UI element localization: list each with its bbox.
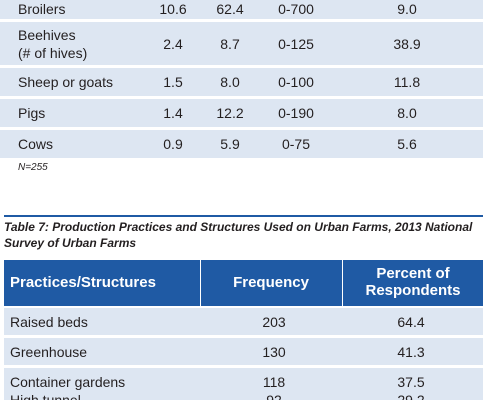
practice-label: Container gardens — [10, 374, 126, 390]
sd-value: 8.0 — [220, 74, 240, 90]
percent-value: 38.9 — [393, 36, 421, 52]
mean-value: 1.5 — [163, 74, 183, 90]
table-row: Pigs 1.4 12.2 0-190 8.0 — [0, 99, 483, 127]
frequency-value: 92 — [266, 392, 282, 400]
sample-size-note: N=255 — [18, 162, 48, 173]
percent-value: 8.0 — [397, 105, 417, 121]
table-row: Greenhouse 130 41.3 — [4, 338, 483, 365]
section-divider — [4, 215, 483, 217]
item-label: Beehives (# of hives) — [18, 27, 88, 61]
range-value: 0-75 — [281, 136, 311, 152]
mean-value: 1.4 — [163, 105, 183, 121]
table-header: Practices/Structures Frequency Percent o… — [4, 260, 483, 306]
range-value: 0-100 — [278, 74, 314, 90]
percent-value: 5.6 — [397, 136, 417, 152]
frequency-value: 118 — [262, 374, 286, 390]
percent-value: 11.8 — [393, 74, 421, 90]
item-label: Cows — [18, 136, 54, 152]
table-row: Beehives (# of hives) 2.4 8.7 0-125 38.9 — [0, 22, 483, 65]
table-row: Broilers 10.6 62.4 0-700 9.0 — [0, 0, 483, 19]
percent-value: 9.0 — [397, 1, 417, 17]
practice-label: Raised beds — [10, 314, 88, 330]
table-caption: Table 7: Production Practices and Struct… — [4, 220, 473, 250]
header-divider — [342, 260, 343, 306]
range-value: 0-190 — [278, 105, 314, 121]
percent-value: 29.2 — [397, 392, 425, 400]
header-frequency: Frequency — [233, 274, 309, 291]
item-label: Sheep or goats — [18, 74, 113, 90]
practice-label: High tunnel — [10, 392, 81, 400]
table-row: High tunnel 92 29.2 — [4, 390, 483, 400]
range-value: 0-125 — [278, 36, 314, 52]
item-label: Pigs — [18, 105, 46, 121]
item-label: Broilers — [18, 1, 66, 17]
frequency-value: 203 — [262, 314, 286, 330]
mean-value: 2.4 — [163, 36, 183, 52]
percent-value: 41.3 — [397, 344, 425, 360]
sd-value: 5.9 — [220, 136, 240, 152]
sd-value: 8.7 — [220, 36, 240, 52]
sd-value: 62.4 — [216, 1, 244, 17]
header-practices: Practices/Structures — [10, 274, 156, 291]
table-row: Raised beds 203 64.4 — [4, 308, 483, 335]
table-row: Cows 0.9 5.9 0-75 5.6 — [0, 130, 483, 158]
header-percent: Percent of Respondents — [365, 265, 461, 299]
mean-value: 0.9 — [163, 136, 183, 152]
table-row: Sheep or goats 1.5 8.0 0-100 11.8 — [0, 68, 483, 96]
percent-value: 64.4 — [397, 314, 425, 330]
practice-label: Greenhouse — [10, 344, 88, 360]
mean-value: 10.6 — [159, 1, 187, 17]
sd-value: 12.2 — [216, 105, 244, 121]
range-value: 0-700 — [278, 1, 314, 17]
header-divider — [200, 260, 201, 306]
percent-value: 37.5 — [397, 374, 425, 390]
frequency-value: 130 — [262, 344, 286, 360]
